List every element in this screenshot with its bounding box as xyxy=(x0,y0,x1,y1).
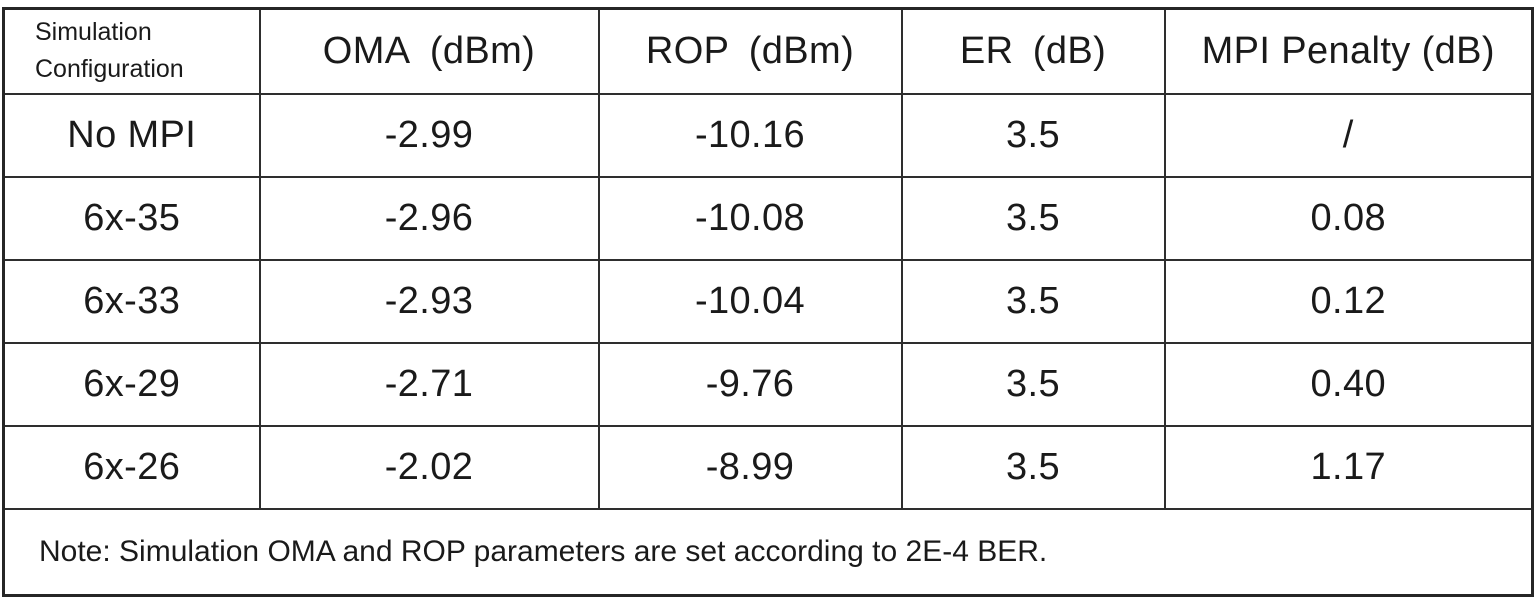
header-config-line1: Simulation xyxy=(35,17,152,46)
cell-er: 3.5 xyxy=(900,258,1166,344)
cell-er: 3.5 xyxy=(900,92,1166,178)
cell-oma: -2.71 xyxy=(258,341,600,427)
cell-mpi: / xyxy=(1163,92,1534,178)
table-row: 6x-29 -2.71 -9.76 3.5 0.40 xyxy=(2,341,1534,427)
cell-rop: -9.76 xyxy=(597,341,903,427)
cell-oma: -2.99 xyxy=(258,92,600,178)
cell-oma: -2.93 xyxy=(258,258,600,344)
cell-mpi: 0.12 xyxy=(1163,258,1534,344)
table-row: 6x-33 -2.93 -10.04 3.5 0.12 xyxy=(2,258,1534,344)
cell-rop: -10.16 xyxy=(597,92,903,178)
table-header-row: Simulation Configuration OMA (dBm) ROP (… xyxy=(2,7,1534,95)
header-simulation-configuration: Simulation Configuration xyxy=(2,7,261,95)
table-row: 6x-26 -2.02 -8.99 3.5 1.17 xyxy=(2,424,1534,510)
header-rop: ROP (dBm) xyxy=(597,7,903,95)
cell-mpi: 1.17 xyxy=(1163,424,1534,510)
simulation-results-table: Simulation Configuration OMA (dBm) ROP (… xyxy=(2,7,1534,597)
cell-er: 3.5 xyxy=(900,424,1166,510)
cell-rop: -10.04 xyxy=(597,258,903,344)
header-config-line2: Configuration xyxy=(35,55,184,84)
cell-config: 6x-26 xyxy=(2,424,261,510)
cell-oma: -2.02 xyxy=(258,424,600,510)
cell-mpi: 0.40 xyxy=(1163,341,1534,427)
table-note-row: Note: Simulation OMA and ROP parameters … xyxy=(2,507,1534,597)
cell-rop: -10.08 xyxy=(597,175,903,261)
table-row: 6x-35 -2.96 -10.08 3.5 0.08 xyxy=(2,175,1534,261)
table-row: No MPI -2.99 -10.16 3.5 / xyxy=(2,92,1534,178)
cell-mpi: 0.08 xyxy=(1163,175,1534,261)
header-mpi-penalty: MPI Penalty (dB) xyxy=(1163,7,1534,95)
header-oma: OMA (dBm) xyxy=(258,7,600,95)
cell-rop: -8.99 xyxy=(597,424,903,510)
cell-er: 3.5 xyxy=(900,175,1166,261)
cell-oma: -2.96 xyxy=(258,175,600,261)
table-note: Note: Simulation OMA and ROP parameters … xyxy=(2,507,1534,597)
cell-config: No MPI xyxy=(2,92,261,178)
header-er: ER (dB) xyxy=(900,7,1166,95)
cell-config: 6x-29 xyxy=(2,341,261,427)
cell-config: 6x-33 xyxy=(2,258,261,344)
cell-config: 6x-35 xyxy=(2,175,261,261)
cell-er: 3.5 xyxy=(900,341,1166,427)
